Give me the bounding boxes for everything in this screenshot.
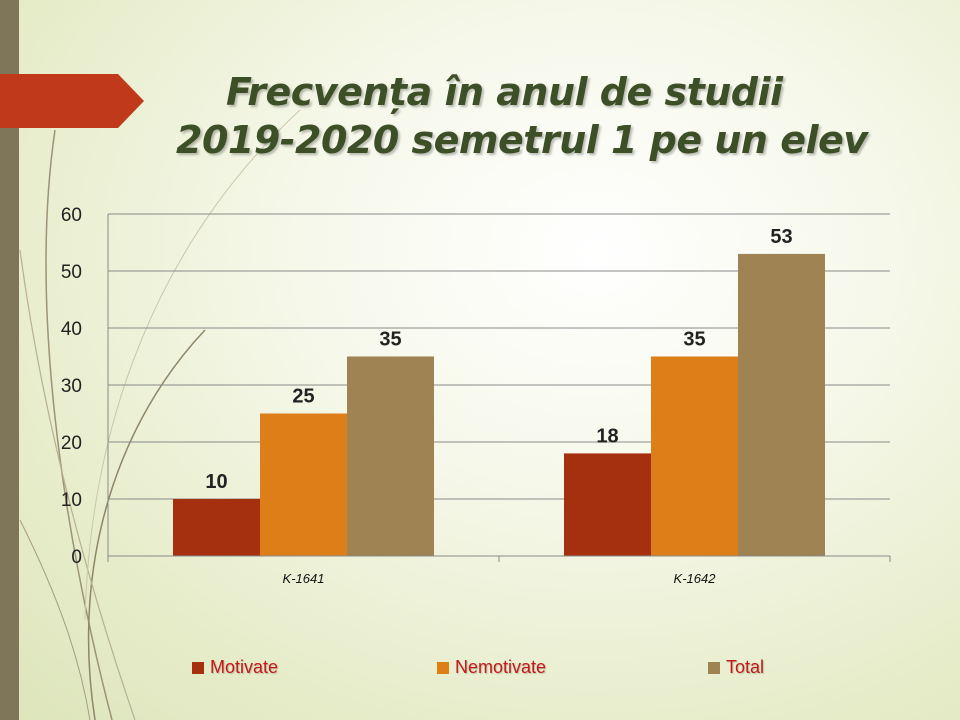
- bar-nemotivate-k-1641: [260, 413, 347, 556]
- y-tick-label: 50: [61, 262, 82, 283]
- arrow-tab-shape: [0, 74, 144, 128]
- y-axis-ticks: 0 10 20 30 40 50 60: [61, 205, 82, 568]
- x-axis-ticks: K-1641 K-1642: [107, 556, 891, 586]
- data-label: 35: [683, 329, 705, 351]
- bar-motivate-k-1642: [564, 453, 651, 556]
- legend-label: Total: [726, 657, 765, 677]
- legend-label: Nemotivate: [455, 657, 547, 677]
- data-label: 18: [596, 425, 618, 447]
- legend-item-motivate: Motivate: [192, 657, 278, 678]
- chart-title: Frecvența în anul de studii 2019-2020 se…: [120, 68, 880, 164]
- bar-total-k-1642: [738, 253, 825, 556]
- y-tick-label: 30: [61, 376, 82, 397]
- chart-title-line-1: Frecvența în anul de studii: [226, 70, 783, 114]
- legend-item-nemotivate: Nemotivate: [437, 657, 546, 678]
- data-labels: 10 25 35 18 35 53: [205, 226, 792, 493]
- bar-motivate-k-1641: [173, 499, 260, 556]
- data-label: 53: [770, 226, 792, 248]
- data-label: 35: [379, 329, 401, 351]
- legend-label: Motivate: [210, 657, 279, 677]
- x-tick-label: K-1642: [674, 571, 717, 586]
- data-label: 25: [292, 386, 314, 408]
- data-label: 10: [205, 471, 227, 493]
- bars: [108, 253, 890, 557]
- legend-swatch: [708, 661, 720, 674]
- y-tick-label: 20: [61, 433, 82, 454]
- chart-legend: Motivate Nemotivate Total: [0, 657, 960, 681]
- left-decor-bar: [0, 0, 19, 720]
- y-tick-label: 10: [61, 490, 82, 511]
- y-tick-label: 60: [61, 205, 82, 226]
- x-tick-label: K-1641: [283, 571, 325, 586]
- chart-title-line-2: 2019-2020 semetrul 1 pe un elev: [176, 118, 868, 162]
- legend-swatch: [437, 661, 449, 674]
- legend-item-total: Total: [708, 657, 764, 678]
- y-tick-label: 40: [61, 319, 82, 340]
- bar-nemotivate-k-1642: [651, 356, 738, 556]
- bar-total-k-1641: [347, 356, 434, 556]
- y-tick-label: 0: [71, 547, 82, 568]
- legend-swatch: [192, 661, 204, 674]
